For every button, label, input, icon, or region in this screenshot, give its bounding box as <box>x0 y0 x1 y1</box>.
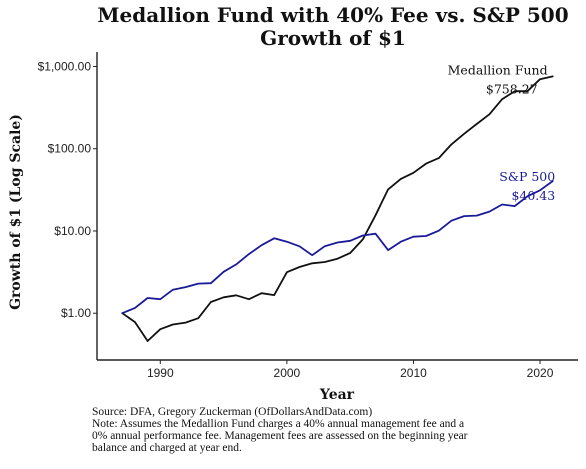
y-axis-title: Growth of $1 (Log Scale) <box>8 114 24 310</box>
y-tick-label: $10.00 <box>54 224 91 238</box>
x-tick-label: 1990 <box>147 366 174 380</box>
series-annotations: Medallion Fund $758.27 S&P 500 $40.43 <box>448 62 556 203</box>
series-line-1 <box>121 180 554 315</box>
chart-title: Medallion Fund with 40% Fee vs. S&P 500 <box>97 3 568 27</box>
x-tick-label: 2000 <box>274 366 301 380</box>
note-line: balance and charged at year end. <box>92 442 242 454</box>
y-tick-label: $100.00 <box>48 142 92 156</box>
y-tick-label: $1.00 <box>61 306 91 320</box>
note-line: Note: Assumes the Medallion Fund charges… <box>92 418 465 430</box>
x-axis: 1990 2000 2010 2020 <box>97 359 578 380</box>
y-axis: $1.00 $10.00 $100.00 $1,000.00 <box>38 52 98 360</box>
series-name-label: S&P 500 <box>499 169 555 184</box>
series-name-label: Medallion Fund <box>448 62 548 77</box>
y-tick-label: $1,000.00 <box>38 59 92 73</box>
series-end-value-label: $758.27 <box>486 81 538 96</box>
series-lines <box>121 75 554 342</box>
line-chart: Medallion Fund with 40% Fee vs. S&P 500 … <box>8 3 578 403</box>
source-text: Source: DFA, Gregory Zuckerman (OfDollar… <box>92 406 373 418</box>
chart-subtitle: Growth of $1 <box>260 26 406 50</box>
x-tick-label: 2010 <box>400 366 427 380</box>
note-line: 0% annual performance fee. Management fe… <box>92 430 468 442</box>
chart-footnote: Source: DFA, Gregory Zuckerman (OfDollar… <box>92 406 580 454</box>
x-tick-label: 2020 <box>527 366 554 380</box>
series-end-value-label: $40.43 <box>511 188 555 203</box>
x-axis-title: Year <box>319 387 355 403</box>
series-line-0 <box>121 75 554 342</box>
